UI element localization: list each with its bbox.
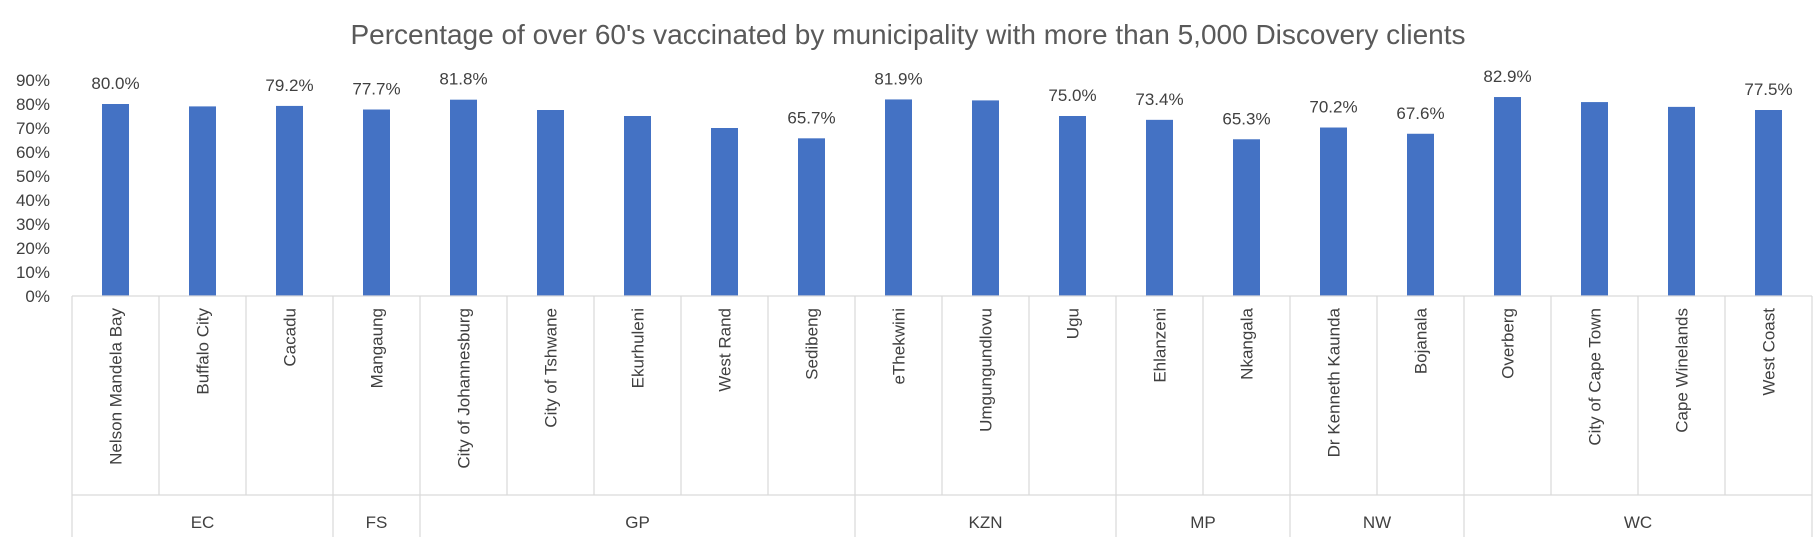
x-tick-label: City of Cape Town xyxy=(1586,308,1605,446)
y-axis: 0% 10% 20% 30% 40% 50% 60% 70% 80% 90% xyxy=(16,71,50,306)
bar xyxy=(1581,102,1608,296)
x-tick-label: City of Johannesburg xyxy=(455,308,474,469)
data-label: 77.7% xyxy=(352,80,400,99)
x-tick-label: Ekurhuleni xyxy=(629,308,648,388)
data-label: 81.8% xyxy=(439,70,487,89)
y-tick-label: 70% xyxy=(16,119,50,138)
bar xyxy=(363,109,390,297)
y-tick-label: 10% xyxy=(16,263,50,282)
data-label: 75.0% xyxy=(1048,86,1096,105)
bar xyxy=(1320,127,1347,297)
data-label: 80.0% xyxy=(91,74,139,93)
group-label: NW xyxy=(1363,513,1391,532)
data-label: 65.3% xyxy=(1222,109,1270,128)
x-tick-label: Ugu xyxy=(1064,308,1083,339)
bar xyxy=(1146,119,1173,296)
data-label: 70.2% xyxy=(1309,98,1357,117)
bar xyxy=(537,110,564,296)
group-label: MP xyxy=(1190,513,1216,532)
bar xyxy=(450,99,477,297)
group-label: GP xyxy=(625,513,650,532)
bar xyxy=(1494,97,1521,296)
x-tick-label: Umgungundlovu xyxy=(977,308,996,432)
x-tick-label: Sedibeng xyxy=(803,308,822,380)
x-tick-label: City of Tshwane xyxy=(542,308,561,428)
data-label: 79.2% xyxy=(265,76,313,95)
bar xyxy=(276,105,303,296)
bar xyxy=(798,138,825,296)
chart-title: Percentage of over 60's vaccinated by mu… xyxy=(350,19,1465,50)
data-label: 65.7% xyxy=(787,108,835,127)
x-tick-label: Bojanala xyxy=(1412,307,1431,374)
x-tick-label: Overberg xyxy=(1499,308,1518,379)
y-tick-label: 90% xyxy=(16,71,50,90)
x-tick-label: Nkangala xyxy=(1238,307,1257,379)
data-label: 77.5% xyxy=(1744,80,1792,99)
x-axis: Nelson Mandela Bay Buffalo City Cacadu Mang… xyxy=(71,295,1813,537)
bar xyxy=(624,116,651,296)
x-tick-label: Mangaung xyxy=(368,308,387,388)
bar xyxy=(102,104,129,296)
y-tick-label: 30% xyxy=(16,215,50,234)
bar xyxy=(1668,106,1695,296)
x-tick-label: West Rand xyxy=(716,308,735,392)
bar xyxy=(1233,139,1260,296)
x-tick-label: Nelson Mandela Bay xyxy=(107,308,126,465)
y-tick-label: 50% xyxy=(16,167,50,186)
bars: 80.0% 79.2% 77.7% 81.8% 65.7% 81.9% 75.0% 73.4%… xyxy=(91,67,1793,297)
data-label: 82.9% xyxy=(1483,67,1531,86)
x-tick-label: Buffalo City xyxy=(194,308,213,395)
x-tick-label: Ehlanzeni xyxy=(1151,308,1170,383)
group-label: KZN xyxy=(969,513,1003,532)
data-label: 81.9% xyxy=(874,69,922,88)
x-tick-label: eThekwini xyxy=(890,308,909,385)
y-tick-label: 80% xyxy=(16,95,50,114)
group-label: FS xyxy=(366,513,388,532)
x-tick-label: Cacadu xyxy=(281,308,300,367)
bar xyxy=(1407,133,1434,296)
bar xyxy=(972,100,999,297)
bar xyxy=(1059,116,1086,296)
bar xyxy=(1755,110,1782,296)
group-label: EC xyxy=(191,513,215,532)
y-tick-label: 0% xyxy=(25,287,50,306)
y-tick-label: 40% xyxy=(16,191,50,210)
group-label: WC xyxy=(1624,513,1652,532)
x-tick-label: Dr Kenneth Kaunda xyxy=(1325,307,1344,457)
x-tick-label: Cape Winelands xyxy=(1673,308,1692,433)
bar xyxy=(711,128,738,296)
bar xyxy=(189,106,216,297)
y-tick-label: 60% xyxy=(16,143,50,162)
y-tick-label: 20% xyxy=(16,239,50,258)
x-tick-label: West Coast xyxy=(1760,308,1779,396)
data-label: 67.6% xyxy=(1396,104,1444,123)
data-label: 73.4% xyxy=(1135,90,1183,109)
bar xyxy=(885,99,912,296)
